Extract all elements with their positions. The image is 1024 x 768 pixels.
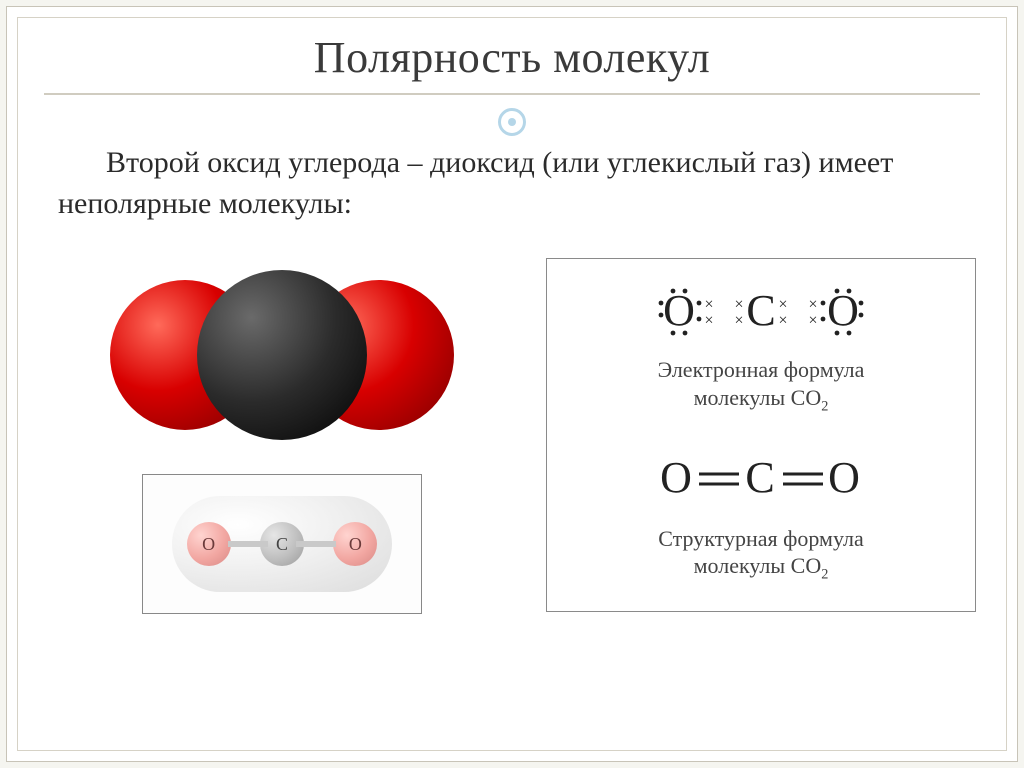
svg-text:O: O xyxy=(663,286,695,335)
mini-oxygen-left: O xyxy=(187,522,231,566)
lewis-formula-block: O × × C × × × xyxy=(565,281,957,585)
lewis-caption-line2: молекулы CO xyxy=(694,385,822,410)
svg-text:×: × xyxy=(808,296,817,313)
structural-caption-line2: молекулы CO xyxy=(694,553,822,578)
svg-text:O: O xyxy=(827,286,859,335)
svg-text:×: × xyxy=(778,312,787,329)
svg-text:×: × xyxy=(734,296,743,313)
slide-inner-frame: Полярность молекул Второй оксид углерода… xyxy=(17,17,1007,751)
lewis-caption-line1: Электронная формула xyxy=(658,357,865,382)
carbon-atom-center xyxy=(197,270,367,440)
lewis-svg: O × × C × × × xyxy=(621,281,901,341)
lewis-structure: O × × C × × × xyxy=(565,281,957,346)
structural-caption: Структурная формула молекулы CO2 xyxy=(565,525,957,585)
slide-body-text: Второй оксид углерода – диоксид (или угл… xyxy=(58,143,966,224)
bond-left xyxy=(228,541,268,547)
svg-text:×: × xyxy=(704,296,713,313)
svg-text:O: O xyxy=(660,453,694,502)
mini-oxygen-right: O xyxy=(333,522,377,566)
svg-text:×: × xyxy=(704,312,713,329)
slide-title: Полярность молекул xyxy=(18,32,1006,83)
svg-text:×: × xyxy=(808,312,817,329)
left-column: O C O xyxy=(48,258,516,614)
svg-text:×: × xyxy=(734,312,743,329)
formulas-box: O × × C × × × xyxy=(546,258,976,612)
co2-spacefill-model xyxy=(102,258,462,448)
title-underline xyxy=(44,93,980,95)
co2-linear-model-frame: O C O xyxy=(142,474,422,614)
structural-svg: O C O xyxy=(621,450,901,504)
structural-formula: O C O xyxy=(565,450,957,515)
lewis-caption: Электронная формула молекулы CO2 xyxy=(565,356,957,416)
svg-text:C: C xyxy=(746,286,775,335)
lewis-subscript: 2 xyxy=(821,398,828,414)
structural-subscript: 2 xyxy=(821,567,828,583)
co2-linear-model: O C O xyxy=(172,496,392,592)
bond-right xyxy=(296,541,336,547)
svg-text:O: O xyxy=(828,453,862,502)
svg-text:C: C xyxy=(745,453,776,502)
svg-text:×: × xyxy=(778,296,787,313)
content-row: O C O O xyxy=(48,258,976,614)
structural-caption-line1: Структурная формула xyxy=(658,526,863,551)
slide-outer-frame: Полярность молекул Второй оксид углерода… xyxy=(6,6,1018,762)
decorative-ring-icon xyxy=(498,108,526,136)
